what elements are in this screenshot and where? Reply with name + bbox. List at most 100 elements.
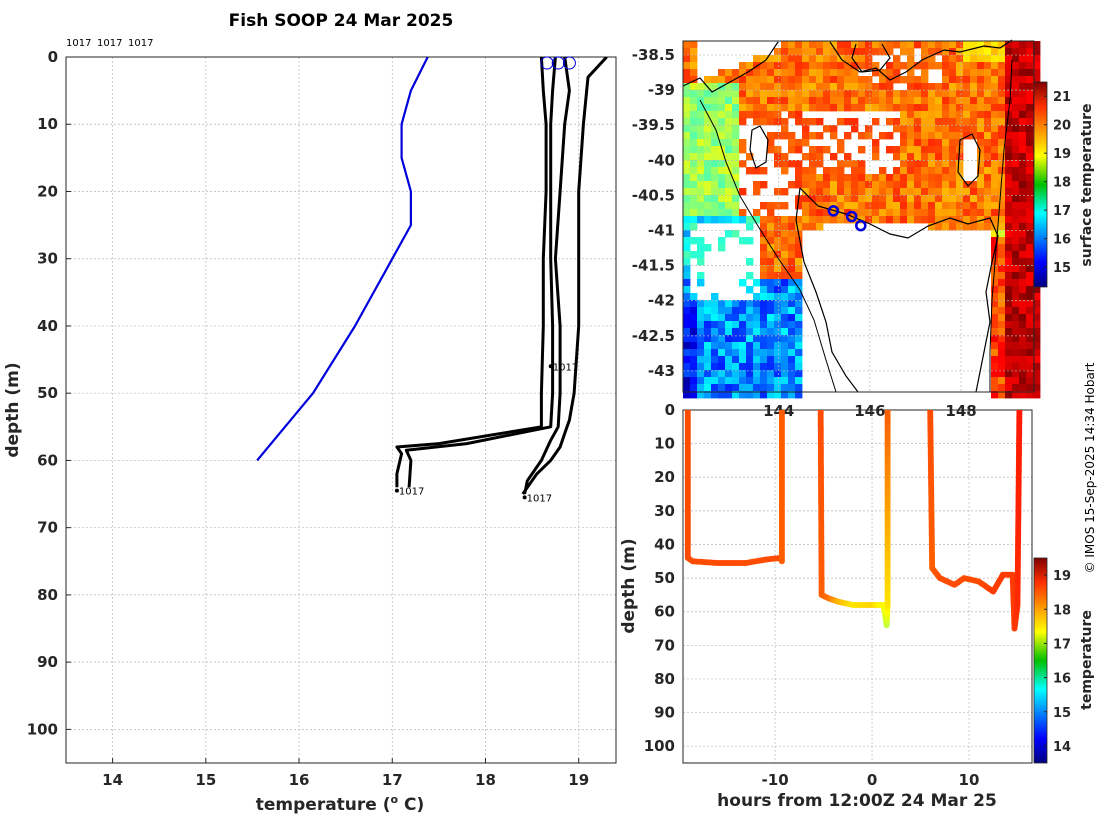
sst-cell: [935, 188, 943, 196]
sst-cell: [739, 237, 747, 245]
sst-cell: [697, 300, 705, 308]
sst-cell: [760, 69, 768, 77]
sst-cell: [991, 139, 999, 147]
sst-cell: [683, 328, 691, 336]
sst-cell: [781, 363, 789, 371]
sst-cell: [697, 104, 705, 112]
sst-cell: [697, 244, 705, 252]
plot-area: [65, 56, 617, 764]
sst-cell: [998, 328, 1006, 336]
sst-cell: [718, 90, 726, 98]
sst-cell: [872, 188, 880, 196]
sst-field: [683, 41, 1041, 399]
time-y-tick-label: 50: [654, 569, 675, 587]
sst-cell: [1012, 55, 1020, 63]
lat-tick-label: -39: [648, 81, 675, 99]
sst-cell: [732, 90, 740, 98]
sst-cell: [879, 97, 887, 105]
sst-cell: [725, 132, 733, 140]
x-tick-label: 14: [102, 771, 123, 789]
sst-cell: [690, 335, 698, 343]
sst-cell: [914, 209, 922, 217]
annotation-label: 1017: [553, 362, 578, 373]
sst-cell: [788, 230, 796, 238]
sst-cell: [1012, 167, 1020, 175]
sst-cell: [781, 244, 789, 252]
sst-cell: [991, 76, 999, 84]
sst-cell: [1026, 153, 1034, 161]
sst-cell: [935, 153, 943, 161]
sst-cell: [746, 90, 754, 98]
sst-cell: [746, 307, 754, 315]
sst-cell: [837, 195, 845, 203]
sst-cell: [767, 62, 775, 70]
sst-cell: [690, 293, 698, 301]
sst-cell: [732, 76, 740, 84]
sst-cell: [830, 167, 838, 175]
sst-cell: [879, 83, 887, 91]
sst-cell: [683, 370, 691, 378]
sst-cell: [753, 55, 761, 63]
sst-cell: [809, 97, 817, 105]
sst-cell: [816, 55, 824, 63]
sst-cell: [1026, 265, 1034, 273]
sst-cell: [767, 209, 775, 217]
sst-cell: [683, 272, 691, 280]
sst-cell: [865, 209, 873, 217]
sst-cell: [732, 370, 740, 378]
sst-cell: [858, 188, 866, 196]
sst-cell: [767, 146, 775, 154]
sst-cell: [795, 300, 803, 308]
sst-cell: [753, 349, 761, 357]
sst-cell: [683, 55, 691, 63]
sst-cell: [900, 125, 908, 133]
sst-cell: [1019, 41, 1027, 49]
sst-colorbar-tick-label: 20: [1053, 119, 1071, 134]
sst-cell: [746, 370, 754, 378]
sst-cell: [851, 62, 859, 70]
sst-cell: [774, 223, 782, 231]
sst-cell: [991, 349, 999, 357]
sst-cell: [788, 244, 796, 252]
sst-cell: [928, 181, 936, 189]
sst-cell: [788, 384, 796, 392]
sst-cell: [767, 307, 775, 315]
sst-cell: [837, 97, 845, 105]
sst-cell: [718, 174, 726, 182]
sst-cell: [746, 237, 754, 245]
sst-cell: [809, 181, 817, 189]
sst-cell: [1005, 160, 1013, 168]
sst-cell: [683, 391, 691, 399]
sst-cell: [739, 370, 747, 378]
sst-cell: [1033, 377, 1041, 385]
sst-cell: [991, 384, 999, 392]
sst-cell: [970, 62, 978, 70]
x-axis-label: temperature (o C): [256, 793, 425, 815]
sst-cell: [956, 90, 964, 98]
sst-cell: [977, 216, 985, 224]
sst-cell: [1012, 342, 1020, 350]
sst-cell: [942, 195, 950, 203]
sst-cell: [977, 146, 985, 154]
sst-cell: [732, 174, 740, 182]
sst-cell: [739, 139, 747, 147]
sst-cell: [928, 132, 936, 140]
sst-cell: [732, 328, 740, 336]
temperature-colorbar-tick-label: 16: [1053, 672, 1071, 687]
sst-cell: [711, 146, 719, 154]
sst-cell: [711, 132, 719, 140]
sst-cell: [802, 174, 810, 182]
sst-cell: [963, 216, 971, 224]
sst-cell: [683, 111, 691, 119]
sst-cell: [690, 314, 698, 322]
sst-cell: [704, 160, 712, 168]
sst-cell: [970, 188, 978, 196]
lat-tick-label: -42.5: [632, 327, 675, 345]
sst-cell: [795, 251, 803, 259]
sst-cell: [816, 48, 824, 56]
sst-cell: [732, 118, 740, 126]
sst-cell: [704, 132, 712, 140]
sst-cell: [697, 216, 705, 224]
sst-cell: [711, 118, 719, 126]
y-tick-label: 100: [27, 720, 58, 738]
